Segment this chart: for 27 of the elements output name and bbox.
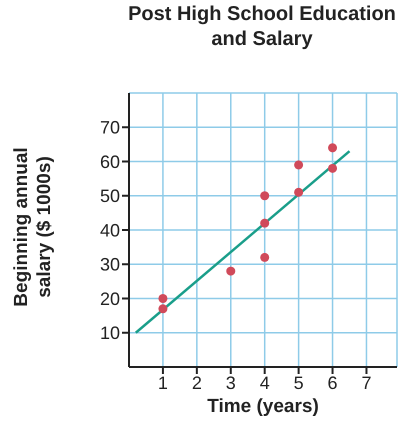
x-tick-label: 3: [226, 372, 236, 393]
y-tick-label: 10: [100, 323, 120, 344]
y-tick-label: 40: [100, 220, 120, 240]
x-tick-label: 1: [158, 372, 168, 393]
x-tick-label: 7: [361, 372, 372, 393]
x-tick-label: 6: [328, 372, 338, 393]
x-tick-label: 5: [294, 372, 304, 393]
point: [226, 266, 236, 276]
point: [158, 294, 168, 304]
y-axis-title: Beginning annual salary ($ 1000s): [10, 146, 56, 309]
x-axis-title: Time (years): [207, 396, 319, 417]
point: [260, 218, 270, 228]
point: [294, 188, 304, 197]
chart-title: Post High School Education and Salary: [127, 2, 397, 52]
point: [328, 164, 338, 173]
point: [158, 304, 168, 314]
y-tick-label: 20: [100, 288, 120, 309]
point: [260, 191, 270, 200]
point: [294, 160, 304, 170]
y-tick-label: 50: [100, 186, 120, 206]
y-tick-label: 60: [100, 152, 120, 172]
point: [260, 252, 270, 262]
y-tick-label: 30: [100, 254, 120, 275]
x-tick-label: 4: [260, 372, 270, 393]
point: [328, 143, 338, 152]
x-tick-label: 2: [192, 372, 202, 393]
y-tick-label: 70: [100, 118, 120, 138]
